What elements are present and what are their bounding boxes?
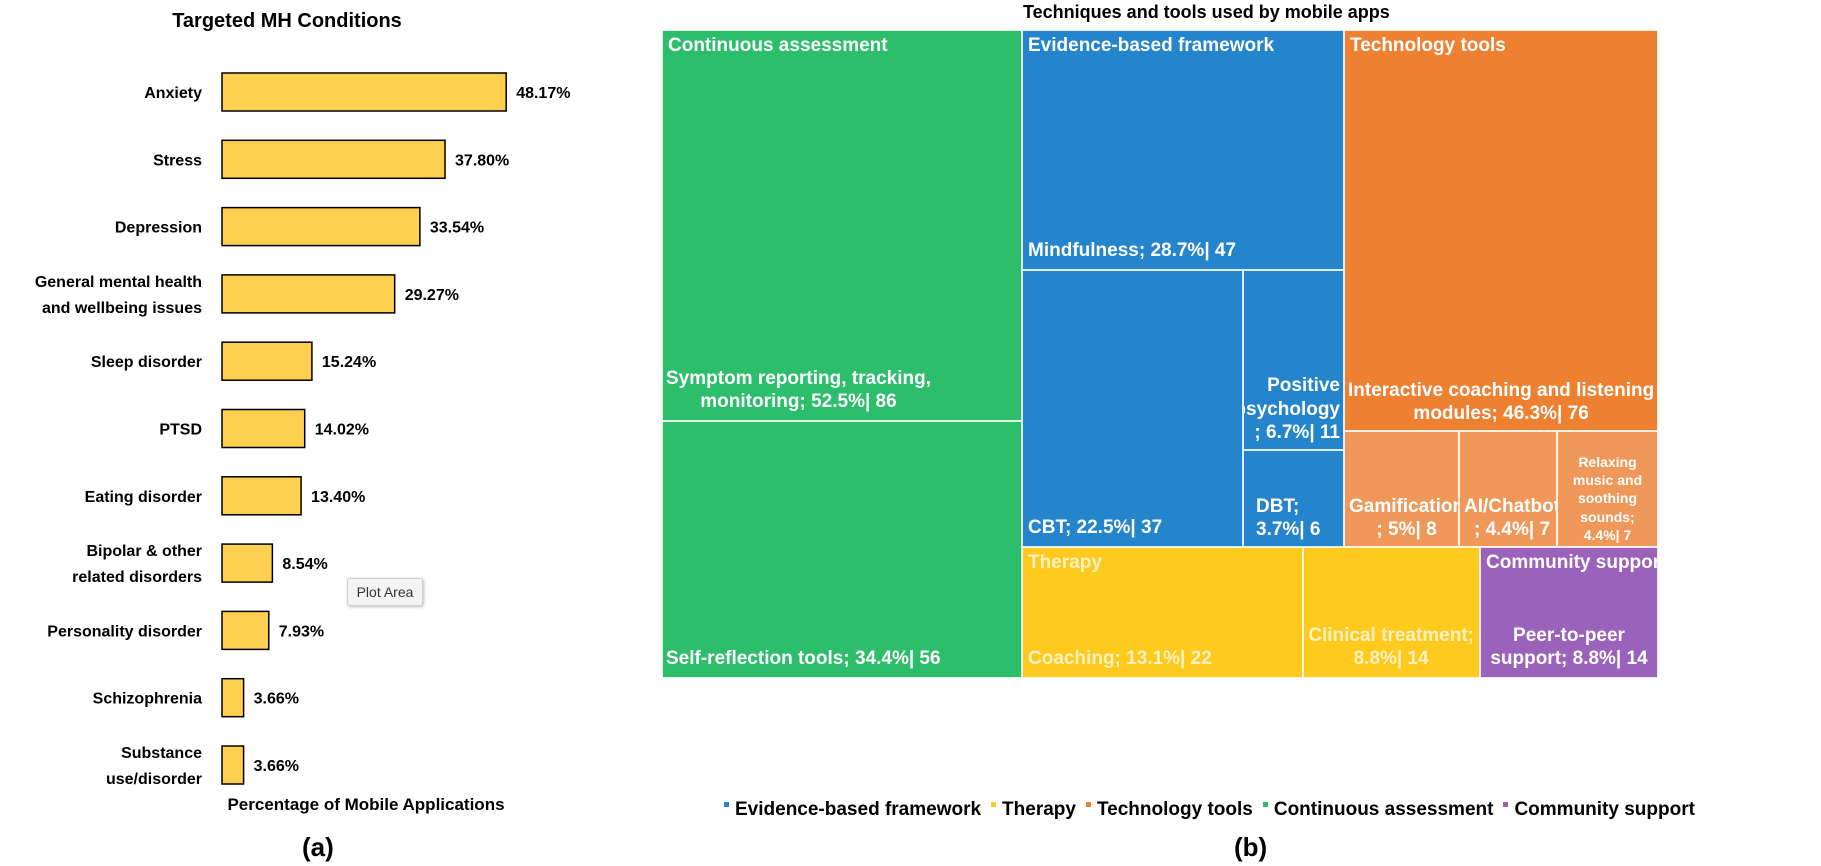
bar-category-label-4: Sleep disorder bbox=[91, 354, 202, 371]
bar-2 bbox=[221, 206, 421, 247]
legend-swatch-4 bbox=[1503, 802, 1509, 808]
bar-data-label-1: 37.80% bbox=[455, 152, 509, 169]
legend-label-0: Evidence-based framework bbox=[735, 799, 982, 820]
group-label-therapy: Therapy bbox=[1028, 552, 1102, 573]
tile-gamification: Gamification; 5%| 8 bbox=[1344, 431, 1459, 547]
legend-label-2: Technology tools bbox=[1096, 799, 1253, 820]
bar-category-label-9: Schizophrenia bbox=[93, 691, 202, 708]
legend-swatch-3 bbox=[1262, 802, 1268, 808]
bar-data-label-10: 3.66% bbox=[254, 758, 299, 775]
group-label-continuous-assessment: Continuous assessment bbox=[668, 35, 888, 56]
tile-dbt: DBT; 3.7%| 6 bbox=[1243, 450, 1344, 547]
bar-9 bbox=[221, 677, 245, 718]
bar-category-label-10: Substance use/disorder bbox=[106, 745, 202, 788]
bar-0 bbox=[221, 72, 507, 112]
label-clinical-treatment: Clinical treatment; 8.8%| 14 bbox=[1308, 624, 1474, 670]
legend-label-1: Therapy bbox=[1002, 799, 1076, 820]
bar-8 bbox=[221, 610, 270, 651]
label-symptom-reporting: Symptom reporting, tracking, monitoring; … bbox=[666, 367, 931, 413]
legend-item-2: Technology tools bbox=[1085, 799, 1253, 821]
bar-category-label-3: General mental health and wellbeing issue… bbox=[35, 274, 202, 317]
bar-6 bbox=[221, 476, 302, 516]
bar-category-label-8: Personality disorder bbox=[47, 623, 202, 640]
plot-area-tooltip: Plot Area bbox=[347, 578, 423, 606]
bar-3 bbox=[221, 274, 396, 314]
label-ai-chatbot: AI/Chatbot; 4.4%| 7 bbox=[1464, 495, 1557, 541]
label-relaxing-music: Relaxing music and soothing sounds; 4.4%| 7 bbox=[1572, 454, 1643, 543]
label-gamification: Gamification; 5%| 8 bbox=[1349, 495, 1459, 541]
bar-category-label-6: Eating disorder bbox=[85, 489, 202, 506]
bar-data-label-8: 7.93% bbox=[279, 623, 324, 640]
bar-10 bbox=[221, 745, 245, 785]
techniques-treemap-panel: Techniques and tools used by mobile apps… bbox=[640, 0, 1821, 866]
legend-label-4: Community support bbox=[1514, 799, 1695, 820]
tile-interactive-coaching: Technology tools Interactive coaching and… bbox=[1344, 30, 1658, 431]
legend-item-4: Community support bbox=[1503, 799, 1695, 821]
legend-swatch-0 bbox=[724, 802, 729, 808]
bar-data-label-2: 33.54% bbox=[430, 220, 484, 237]
label-peer-to-peer: Peer-to-peer support; 8.8%| 14 bbox=[1490, 624, 1648, 670]
tile-relaxing-music: Relaxing music and soothing sounds; 4.4%| 7 bbox=[1557, 431, 1658, 547]
bar-data-label-4: 15.24% bbox=[322, 354, 376, 371]
treemap-legend: Evidence-based framework Therapy Technolog… bbox=[724, 799, 1705, 821]
group-label-evidence-based-framework: Evidence-based framework bbox=[1028, 35, 1275, 56]
label-interactive-coaching: Interactive coaching and listening module… bbox=[1348, 379, 1655, 425]
bar-chart-x-axis-label: Percentage of Mobile Applications bbox=[227, 795, 504, 814]
bar-data-label-5: 14.02% bbox=[315, 422, 369, 439]
bar-7 bbox=[221, 543, 274, 583]
tile-clinical-treatment: Clinical treatment; 8.8%| 14 bbox=[1303, 547, 1480, 678]
legend-swatch-1 bbox=[991, 802, 997, 808]
bar-category-label-1: Stress bbox=[153, 152, 202, 169]
bar-1 bbox=[221, 139, 446, 180]
bar-category-label-0: Anxiety bbox=[144, 85, 202, 102]
label-coaching: Coaching; 13.1%| 22 bbox=[1028, 648, 1212, 670]
legend-label-3: Continuous assessment bbox=[1273, 799, 1494, 820]
label-dbt: DBT; 3.7%| 6 bbox=[1256, 495, 1321, 541]
bar-data-label-7: 8.54% bbox=[282, 556, 327, 573]
tile-mindfulness: Evidence-based framework Mindfulness; 28.… bbox=[1022, 30, 1344, 270]
label-self-reflection: Self-reflection tools; 34.4%| 56 bbox=[666, 648, 941, 670]
label-mindfulness: Mindfulness; 28.7%| 47 bbox=[1028, 240, 1237, 262]
bar-data-label-0: 48.17% bbox=[516, 85, 570, 102]
treemap-plot: Continuous assessment Symptom reporting, … bbox=[662, 30, 1819, 787]
panel-label-a: (a) bbox=[302, 832, 334, 862]
tile-cbt: CBT; 22.5%| 37 bbox=[1022, 270, 1243, 547]
tile-symptom-reporting: Continuous assessment Symptom reporting, … bbox=[662, 30, 1022, 421]
label-cbt: CBT; 22.5%| 37 bbox=[1028, 517, 1163, 539]
bar-4 bbox=[221, 341, 313, 381]
legend-swatch-2 bbox=[1085, 802, 1091, 808]
treemap-title: Techniques and tools used by mobile apps bbox=[1023, 2, 1390, 22]
tile-self-reflection: Self-reflection tools; 34.4%| 56 bbox=[662, 421, 1022, 678]
legend-item-0: Evidence-based framework bbox=[724, 799, 981, 821]
bar-data-label-9: 3.66% bbox=[254, 691, 299, 708]
legend-item-3: Continuous assessment bbox=[1262, 799, 1494, 821]
bar-category-label-2: Depression bbox=[115, 220, 202, 237]
bar-category-label-7: Bipolar & other related disorders bbox=[72, 543, 202, 586]
group-label-community-support: Community support bbox=[1486, 552, 1658, 573]
bar-data-label-3: 29.27% bbox=[405, 287, 459, 304]
group-label-technology-tools: Technology tools bbox=[1350, 35, 1506, 56]
tile-peer-to-peer: Community support Peer-to-peer support; 8.… bbox=[1480, 547, 1658, 678]
bar-category-label-5: PTSD bbox=[159, 422, 202, 439]
bar-chart-title: Targeted MH Conditions bbox=[172, 10, 402, 32]
tile-positive-psychology: Positive psychology; 6.7%| 11 bbox=[1243, 270, 1344, 450]
targeted-conditions-bar-chart: Targeted MH Conditions 48.17% Anxiety 37.8… bbox=[35, 10, 571, 814]
panel-label-b: (b) bbox=[1234, 832, 1268, 862]
label-positive-psychology: Positive psychology; 6.7%| 11 bbox=[1243, 374, 1340, 444]
tile-coaching: Therapy Coaching; 13.1%| 22 bbox=[1022, 547, 1303, 678]
legend-item-1: Therapy bbox=[991, 799, 1076, 821]
tile-ai-chatbot: AI/Chatbot; 4.4%| 7 bbox=[1459, 431, 1557, 547]
bar-5 bbox=[221, 408, 306, 449]
bar-data-label-6: 13.40% bbox=[311, 489, 365, 506]
